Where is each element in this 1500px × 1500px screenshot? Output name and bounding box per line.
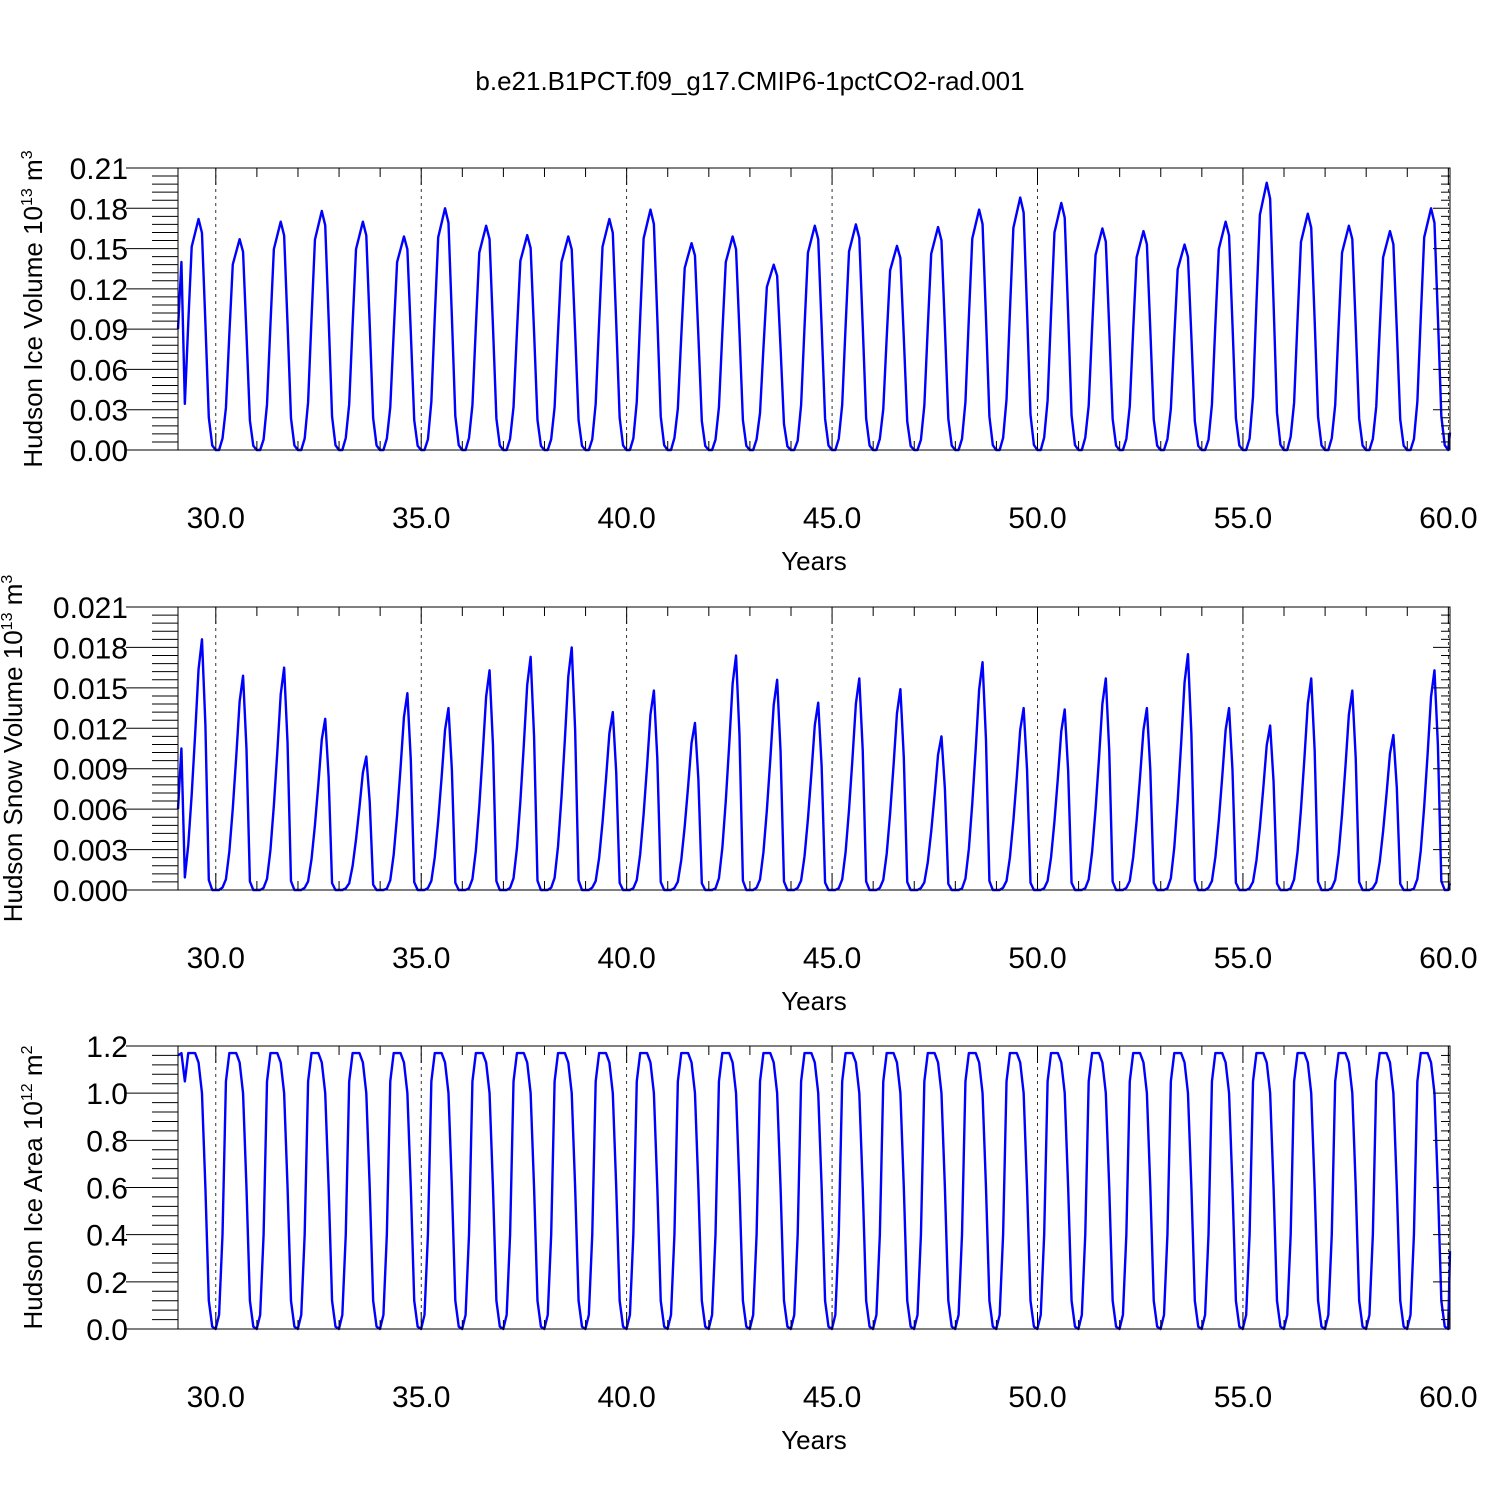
y-tick-label: 0.4 [86,1220,128,1253]
x-tick-label: 30.0 [187,502,245,535]
y-tick-label: 1.2 [86,1031,128,1064]
y-tick-label: 0.006 [53,794,128,827]
x-tick-label: 45.0 [803,1381,861,1414]
y-axis-label-part: m [18,159,48,188]
y-tick-label: 0.15 [70,234,128,267]
y-axis-label: Hudson Snow Volume 1013 m3 [0,575,28,923]
series-line [176,181,1452,452]
y-axis-label-part: 12 [19,1083,36,1101]
x-tick-label: 40.0 [597,942,655,975]
y-tick-label: 0.003 [53,835,128,868]
y-tick-label: 0.06 [70,354,128,387]
y-axis-label-part: 2 [19,1045,36,1054]
y-axis-label-part: 3 [0,575,16,584]
x-tick-label: 50.0 [1008,1381,1066,1414]
x-tick-label: 55.0 [1214,1381,1272,1414]
x-tick-label: 55.0 [1214,502,1272,535]
x-tick-label: 40.0 [597,1381,655,1414]
y-axis-label-part: 13 [0,612,16,630]
chart-panel-snow_volume: 30.0 35.0 40.0 45.0 50.0 55.0 60.0 0.000 0.003 0.… [0,575,1478,1016]
x-tick-label: 55.0 [1214,942,1272,975]
x-tick-label: 35.0 [392,942,450,975]
y-tick-label: 0.09 [70,314,128,347]
x-axis-label: Years [781,1425,847,1455]
x-tick-label: 50.0 [1008,942,1066,975]
y-tick-label: 0.015 [53,673,128,706]
y-tick-label: 0.021 [53,592,128,625]
y-axis-label: Hudson Ice Area 1012 m2 [18,1045,48,1329]
x-axis-label: Years [781,546,847,576]
x-tick-label: 40.0 [597,502,655,535]
y-tick-label: 0.18 [70,193,128,226]
x-tick-label: 50.0 [1008,502,1066,535]
y-tick-label: 0.8 [86,1125,128,1158]
y-tick-label: 0.2 [86,1267,128,1300]
x-tick-label: 60.0 [1419,502,1477,535]
series-line [177,1051,1452,1331]
x-tick-label: 35.0 [392,1381,450,1414]
plot-frame [177,606,1451,891]
x-tick-label: 45.0 [803,502,861,535]
y-axis-label-part: m [0,584,28,613]
x-tick-label: 35.0 [392,502,450,535]
y-axis-label-part: 13 [19,188,36,206]
y-axis-label-part: Hudson Ice Area 10 [18,1101,48,1329]
y-axis-label-part: 3 [19,150,36,159]
y-tick-label: 1.0 [86,1078,128,1111]
y-axis-label-part: Hudson Ice Volume 10 [18,206,48,468]
y-tick-label: 0.0 [86,1314,128,1347]
y-tick-label: 0.12 [70,274,128,307]
x-tick-label: 45.0 [803,942,861,975]
y-tick-label: 0.6 [86,1173,128,1206]
series-line [176,638,1452,892]
x-tick-label: 60.0 [1419,942,1477,975]
page-title: b.e21.B1PCT.f09_g17.CMIP6-1pctCO2-rad.00… [475,66,1025,96]
x-tick-label: 30.0 [187,942,245,975]
y-tick-label: 0.03 [70,395,128,428]
y-tick-label: 0.009 [53,754,128,787]
x-tick-label: 30.0 [187,1381,245,1414]
x-axis-label: Years [781,986,847,1016]
y-tick-label: 0.000 [53,875,128,908]
y-tick-label: 0.012 [53,713,128,746]
y-axis-label-part: m [18,1054,48,1083]
x-tick-label: 60.0 [1419,1381,1477,1414]
chart-panel-ice_volume: 30.0 35.0 40.0 45.0 50.0 55.0 60.0 0.00 0.03 0.06… [18,150,1478,576]
plot-frame [177,167,1451,451]
y-axis-label-part: Hudson Snow Volume 10 [0,630,28,922]
chart-panel-ice_area: 30.0 35.0 40.0 45.0 50.0 55.0 60.0 0.0 0.2 0.4 0.6… [18,1031,1478,1455]
y-tick-label: 0.00 [70,435,128,468]
y-tick-label: 0.018 [53,632,128,665]
y-tick-label: 0.21 [70,153,128,186]
y-axis-label: Hudson Ice Volume 1013 m3 [18,150,48,467]
